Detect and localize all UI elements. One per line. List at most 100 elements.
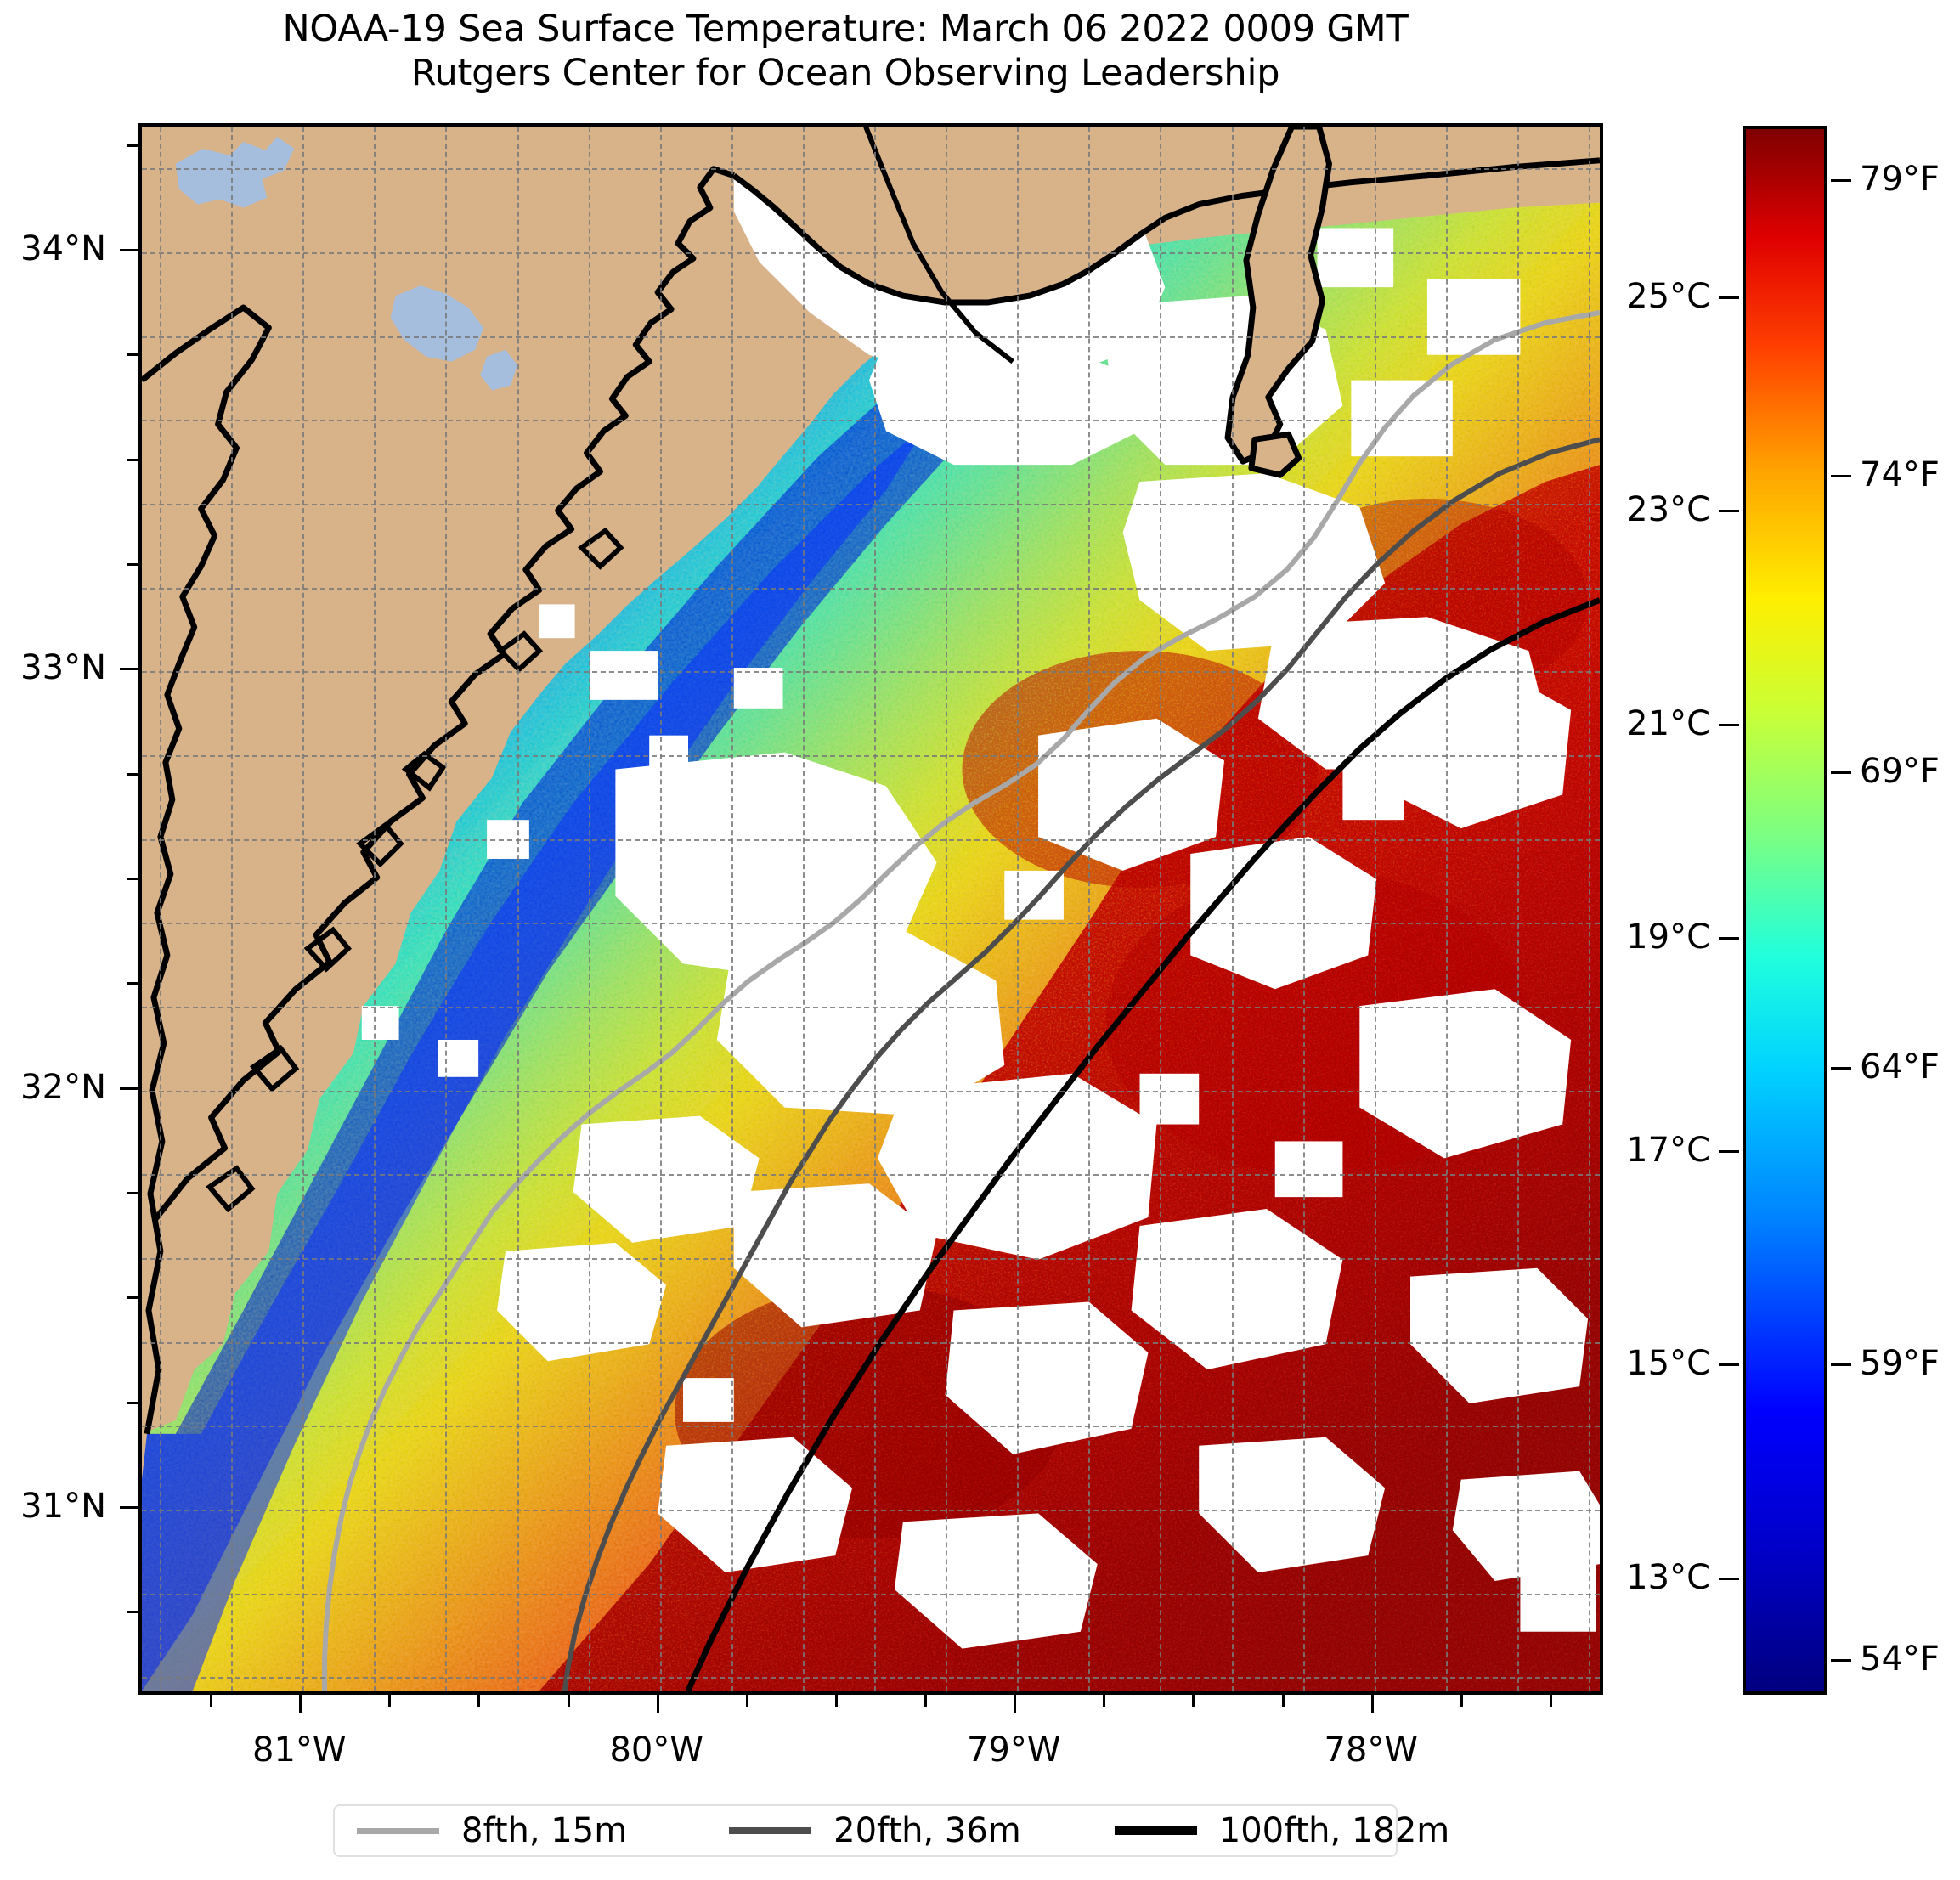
longitude-tick-minor: [745, 1695, 748, 1707]
gridline-vertical: [1160, 127, 1162, 1691]
colorbar[interactable]: 13°C 15°C 17°C 19°C 21°C 23°C 25°C 54°F 59°F 64°F…: [1626, 126, 1940, 1695]
isobath-100fth: [685, 597, 1600, 1691]
gridline-vertical: [588, 127, 590, 1691]
colorbar-label-celsius: 13°C: [1626, 1557, 1710, 1597]
gridline-vertical: [874, 127, 876, 1691]
gridline-vertical: [1302, 127, 1305, 1691]
gridline-vertical: [1445, 127, 1448, 1691]
gridline-horizontal: [142, 923, 1600, 925]
latitude-tick-major: [120, 249, 138, 251]
longitude-tick-label: 78°W: [1324, 1730, 1418, 1770]
latitude-tick-label: 34°N: [20, 229, 106, 268]
colorbar-tick-celsius: [1719, 510, 1739, 513]
colorbar-label-celsius: 19°C: [1626, 917, 1710, 957]
legend-item-label: 100fth, 182m: [1218, 1811, 1450, 1850]
longitude-tick-minor: [477, 1695, 481, 1707]
gridline-vertical: [231, 127, 234, 1691]
legend-line-swatch: [729, 1827, 812, 1834]
latitude-tick-label: 32°N: [20, 1067, 106, 1107]
gridline-horizontal: [142, 1090, 1600, 1092]
longitude-tick-minor: [567, 1695, 570, 1707]
longitude-tick-label: 79°W: [966, 1730, 1061, 1770]
gridline-horizontal: [142, 587, 1600, 590]
latitude-tick-minor: [127, 772, 138, 776]
colorbar-tick-celsius: [1719, 1150, 1739, 1154]
latitude-tick-minor: [127, 1296, 138, 1300]
gridline-vertical: [302, 127, 305, 1691]
sst-raster-layer: [142, 127, 1600, 1691]
gridline-horizontal: [142, 838, 1600, 841]
colorbar-gradient: [1743, 126, 1827, 1695]
map-canvas: [142, 127, 1600, 1691]
latitude-tick-minor: [127, 1192, 138, 1194]
gridline-horizontal: [142, 1341, 1600, 1344]
colorbar-label-fahrenheit: 59°F: [1860, 1343, 1940, 1383]
longitude-tick-minor: [1549, 1695, 1552, 1707]
gridline-vertical: [374, 127, 376, 1691]
legend-item-label: 8fth, 15m: [461, 1811, 628, 1850]
legend-line-swatch: [1114, 1826, 1197, 1835]
colorbar-tick-fahrenheit: [1831, 178, 1851, 182]
gridline-vertical: [1017, 127, 1020, 1691]
gridline-horizontal: [142, 1593, 1600, 1595]
gridline-horizontal: [142, 1677, 1600, 1680]
isobath-legend[interactable]: 8fth, 15m 20fth, 36m 100fth, 182m: [333, 1804, 1449, 1857]
latitude-tick-minor: [127, 982, 138, 985]
colorbar-tick-fahrenheit: [1831, 1363, 1851, 1366]
colorbar-tick-celsius: [1719, 1577, 1739, 1580]
colorbar-tick-fahrenheit: [1831, 771, 1851, 774]
latitude-tick-major: [120, 668, 138, 671]
lake-layer: [175, 136, 517, 391]
gridline-vertical: [160, 127, 161, 1691]
page-title: NOAA-19 Sea Surface Temperature: March 0…: [0, 7, 1691, 96]
colorbar-label-fahrenheit: 54°F: [1860, 1640, 1940, 1680]
colorbar-tick-celsius: [1719, 296, 1739, 300]
legend-line-swatch: [357, 1827, 439, 1834]
colorbar-tick-celsius: [1719, 1363, 1739, 1367]
colorbar-label-celsius: 23°C: [1626, 490, 1710, 530]
latitude-tick-major: [120, 1506, 138, 1509]
colorbar-tick-fahrenheit: [1831, 475, 1851, 478]
gridline-horizontal: [142, 1258, 1600, 1260]
gridline-vertical: [1088, 127, 1091, 1691]
latitude-tick-minor: [127, 878, 138, 880]
gridline-horizontal: [142, 504, 1600, 505]
longitude-tick-minor: [388, 1695, 392, 1707]
latitude-tick-minor: [127, 144, 138, 147]
colorbar-tick-celsius: [1719, 936, 1739, 940]
legend-item[interactable]: 100fth, 182m: [1114, 1811, 1450, 1850]
colorbar-tick-celsius: [1719, 723, 1739, 726]
longitude-tick-minor: [924, 1695, 928, 1707]
sst-map-axes[interactable]: [138, 123, 1603, 1695]
colorbar-label-celsius: 17°C: [1626, 1131, 1710, 1171]
colorbar-label-fahrenheit: 74°F: [1860, 455, 1940, 495]
longitude-tick-major: [1370, 1695, 1374, 1713]
latitude-tick-minor: [127, 458, 138, 461]
latitude-tick-minor: [127, 1611, 138, 1614]
colorbar-label-fahrenheit: 79°F: [1860, 159, 1940, 199]
gridline-horizontal: [142, 1174, 1600, 1177]
latitude-tick-label: 31°N: [20, 1487, 106, 1526]
title-line-1: NOAA-19 Sea Surface Temperature: March 0…: [282, 8, 1409, 50]
colorbar-label-fahrenheit: 69°F: [1860, 751, 1940, 791]
latitude-tick-major: [120, 1087, 138, 1090]
longitude-tick-minor: [834, 1695, 838, 1707]
latitude-tick-label: 33°N: [20, 648, 106, 688]
gridline-horizontal: [142, 336, 1600, 338]
colorbar-label-celsius: 21°C: [1626, 703, 1710, 743]
longitude-tick-major: [1014, 1695, 1017, 1713]
gridline-horizontal: [142, 755, 1600, 757]
longitude-tick-label: 81°W: [251, 1730, 347, 1770]
gridline-vertical: [445, 127, 448, 1691]
gridline-vertical: [1589, 127, 1590, 1691]
longitude-tick-major: [299, 1695, 302, 1713]
gridline-horizontal: [142, 1007, 1600, 1008]
title-line-2: Rutgers Center for Ocean Observing Leade…: [410, 52, 1280, 95]
colorbar-tick-fahrenheit: [1831, 1659, 1851, 1663]
latitude-tick-minor: [127, 563, 138, 566]
legend-item[interactable]: 20fth, 36m: [729, 1811, 1021, 1850]
legend-item[interactable]: 8fth, 15m: [357, 1811, 627, 1850]
gridline-vertical: [1517, 127, 1519, 1691]
colorbar-label-celsius: 15°C: [1626, 1344, 1710, 1384]
gridline-vertical: [946, 127, 948, 1691]
